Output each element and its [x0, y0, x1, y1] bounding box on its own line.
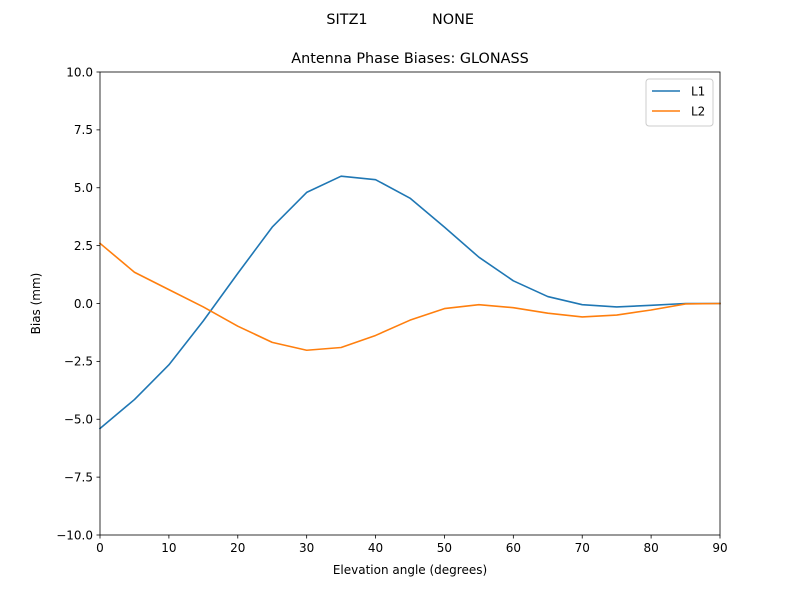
- legend-label-l2: L2: [691, 105, 705, 119]
- x-tick-label: 20: [230, 541, 245, 555]
- chart-title: Antenna Phase Biases: GLONASS: [291, 51, 528, 67]
- x-tick-label: 90: [712, 541, 727, 555]
- series-line-l2: [98, 242, 721, 352]
- x-axis-ticks: 0 10 20 30 40 50 60 70 80 90: [96, 535, 728, 555]
- x-tick-label: 70: [575, 541, 590, 555]
- series-line-l1: [98, 175, 721, 430]
- y-tick-label: −5.0: [64, 413, 93, 427]
- y-axis-label: Bias (mm): [29, 273, 43, 335]
- y-tick-label: 5.0: [74, 181, 93, 195]
- y-tick-label: 7.5: [74, 123, 93, 137]
- y-tick-label: 10.0: [66, 65, 93, 79]
- x-tick-label: 80: [643, 541, 658, 555]
- x-tick-label: 10: [161, 541, 176, 555]
- suptitle-antenna: NONE: [432, 12, 474, 28]
- x-tick-label: 50: [437, 541, 452, 555]
- y-axis-ticks: −10.0 −7.5 −5.0 −2.5 0.0 2.5 5.0 7.5 10.0: [56, 65, 100, 542]
- legend: L1 L2: [645, 78, 714, 127]
- x-tick-label: 60: [506, 541, 521, 555]
- series-layer: [98, 175, 721, 430]
- x-tick-label: 0: [96, 541, 104, 555]
- y-tick-label: 2.5: [74, 239, 93, 253]
- y-tick-label: 0.0: [74, 297, 93, 311]
- suptitle-station: SITZ1: [326, 12, 367, 28]
- y-tick-label: −7.5: [64, 470, 93, 484]
- x-axis-label: Elevation angle (degrees): [333, 563, 487, 577]
- x-tick-label: 30: [299, 541, 314, 555]
- x-tick-label: 40: [368, 541, 383, 555]
- y-tick-label: −10.0: [56, 528, 93, 542]
- y-tick-label: −2.5: [64, 355, 93, 369]
- legend-label-l1: L1: [691, 85, 705, 99]
